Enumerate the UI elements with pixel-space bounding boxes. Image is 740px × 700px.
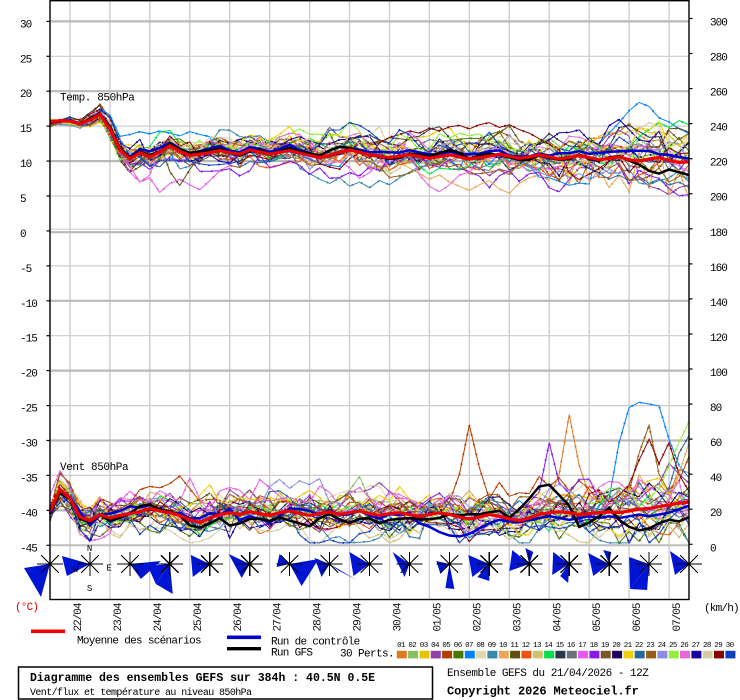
svg-text:140: 140 bbox=[710, 298, 727, 310]
svg-text:-10: -10 bbox=[20, 299, 37, 311]
svg-text:03/05: 03/05 bbox=[512, 603, 524, 631]
svg-text:14: 14 bbox=[544, 642, 553, 650]
svg-text:200: 200 bbox=[710, 193, 727, 205]
svg-text:30 Perts.: 30 Perts. bbox=[340, 649, 394, 661]
svg-text:Diagramme des ensembles GEFS s: Diagramme des ensembles GEFS sur 384h : … bbox=[30, 672, 375, 685]
svg-text:Temp. 850hPa: Temp. 850hPa bbox=[60, 93, 135, 105]
svg-text:-35: -35 bbox=[20, 473, 37, 485]
svg-text:06/05: 06/05 bbox=[632, 603, 644, 631]
svg-text:01: 01 bbox=[397, 642, 406, 650]
svg-text:26: 26 bbox=[680, 642, 689, 650]
svg-text:-5: -5 bbox=[20, 264, 32, 276]
svg-text:02/05: 02/05 bbox=[472, 603, 484, 631]
svg-text:100: 100 bbox=[710, 368, 727, 380]
svg-text:N: N bbox=[87, 544, 92, 554]
svg-text:24: 24 bbox=[658, 642, 667, 650]
svg-text:30/04: 30/04 bbox=[393, 602, 405, 631]
svg-text:03: 03 bbox=[420, 642, 429, 650]
svg-text:13: 13 bbox=[533, 642, 542, 650]
svg-text:20: 20 bbox=[612, 642, 621, 650]
svg-text:-25: -25 bbox=[20, 404, 37, 416]
svg-text:17: 17 bbox=[578, 642, 586, 650]
svg-text:120: 120 bbox=[710, 333, 727, 345]
svg-text:08: 08 bbox=[476, 642, 484, 650]
svg-text:10: 10 bbox=[20, 159, 32, 171]
svg-text:-45: -45 bbox=[20, 543, 37, 555]
svg-text:-20: -20 bbox=[20, 369, 37, 381]
svg-text:23: 23 bbox=[646, 642, 655, 650]
svg-text:300: 300 bbox=[710, 18, 727, 30]
svg-text:19: 19 bbox=[601, 642, 609, 650]
svg-text:20: 20 bbox=[710, 508, 722, 520]
svg-text:Ensemble GEFS du 21/04/2026 -: Ensemble GEFS du 21/04/2026 - 12Z bbox=[447, 668, 649, 680]
svg-text:Vent 850hPa: Vent 850hPa bbox=[60, 462, 129, 474]
svg-text:28: 28 bbox=[703, 642, 711, 650]
svg-text:Run GFS: Run GFS bbox=[271, 648, 313, 660]
svg-text:180: 180 bbox=[710, 228, 727, 240]
svg-text:27/04: 27/04 bbox=[273, 602, 285, 631]
svg-text:05/05: 05/05 bbox=[592, 603, 604, 631]
svg-text:30: 30 bbox=[20, 19, 32, 31]
svg-text:40: 40 bbox=[710, 473, 722, 485]
svg-text:28/04: 28/04 bbox=[313, 602, 325, 631]
svg-text:20: 20 bbox=[20, 89, 32, 101]
svg-text:5: 5 bbox=[20, 194, 26, 206]
svg-text:15: 15 bbox=[556, 642, 565, 650]
svg-text:S: S bbox=[87, 584, 92, 594]
svg-text:06: 06 bbox=[454, 642, 463, 650]
svg-text:22/04: 22/04 bbox=[73, 602, 85, 631]
svg-text:26/04: 26/04 bbox=[233, 602, 245, 631]
svg-text:30: 30 bbox=[726, 642, 735, 650]
svg-text:16: 16 bbox=[567, 642, 576, 650]
svg-text:09: 09 bbox=[488, 642, 496, 650]
svg-text:(°C): (°C) bbox=[15, 602, 38, 614]
svg-text:04: 04 bbox=[431, 642, 440, 650]
svg-text:22: 22 bbox=[635, 642, 643, 650]
svg-text:10: 10 bbox=[499, 642, 508, 650]
svg-text:240: 240 bbox=[710, 123, 727, 135]
svg-text:25: 25 bbox=[20, 54, 32, 66]
svg-text:25: 25 bbox=[669, 642, 678, 650]
svg-text:160: 160 bbox=[710, 263, 727, 275]
svg-text:260: 260 bbox=[710, 88, 727, 100]
svg-text:29: 29 bbox=[714, 642, 722, 650]
svg-text:E: E bbox=[106, 564, 111, 574]
svg-text:-15: -15 bbox=[20, 334, 37, 346]
svg-text:07/05: 07/05 bbox=[672, 603, 684, 631]
svg-text:11: 11 bbox=[510, 642, 519, 650]
svg-text:12: 12 bbox=[522, 642, 530, 650]
svg-text:24/04: 24/04 bbox=[153, 602, 165, 631]
svg-text:Copyright 2026 Meteociel.fr: Copyright 2026 Meteociel.fr bbox=[447, 685, 639, 699]
svg-text:W: W bbox=[73, 565, 79, 575]
svg-text:07: 07 bbox=[465, 642, 473, 650]
svg-text:01/05: 01/05 bbox=[433, 603, 445, 631]
svg-text:05: 05 bbox=[442, 642, 451, 650]
svg-text:25/04: 25/04 bbox=[193, 602, 205, 631]
svg-text:220: 220 bbox=[710, 158, 727, 170]
svg-text:0: 0 bbox=[20, 229, 26, 241]
svg-text:15: 15 bbox=[20, 124, 32, 136]
svg-text:27: 27 bbox=[692, 642, 700, 650]
svg-text:60: 60 bbox=[710, 438, 722, 450]
svg-text:(km/h): (km/h) bbox=[704, 603, 739, 615]
svg-text:280: 280 bbox=[710, 53, 727, 65]
svg-text:29/04: 29/04 bbox=[353, 602, 365, 631]
svg-text:Vent/flux et température au ni: Vent/flux et température au niveau 850hP… bbox=[30, 687, 252, 699]
svg-text:Run de contrôle: Run de contrôle bbox=[271, 637, 360, 649]
svg-text:-30: -30 bbox=[20, 439, 37, 451]
svg-text:18: 18 bbox=[590, 642, 598, 650]
svg-text:0: 0 bbox=[710, 543, 716, 555]
svg-text:02: 02 bbox=[408, 642, 416, 650]
svg-text:-40: -40 bbox=[20, 508, 37, 520]
svg-text:23/04: 23/04 bbox=[113, 602, 125, 631]
svg-text:04/05: 04/05 bbox=[552, 603, 564, 631]
svg-text:Moyenne des scénarios: Moyenne des scénarios bbox=[77, 636, 201, 648]
svg-text:21: 21 bbox=[624, 642, 633, 650]
svg-text:80: 80 bbox=[710, 403, 722, 415]
